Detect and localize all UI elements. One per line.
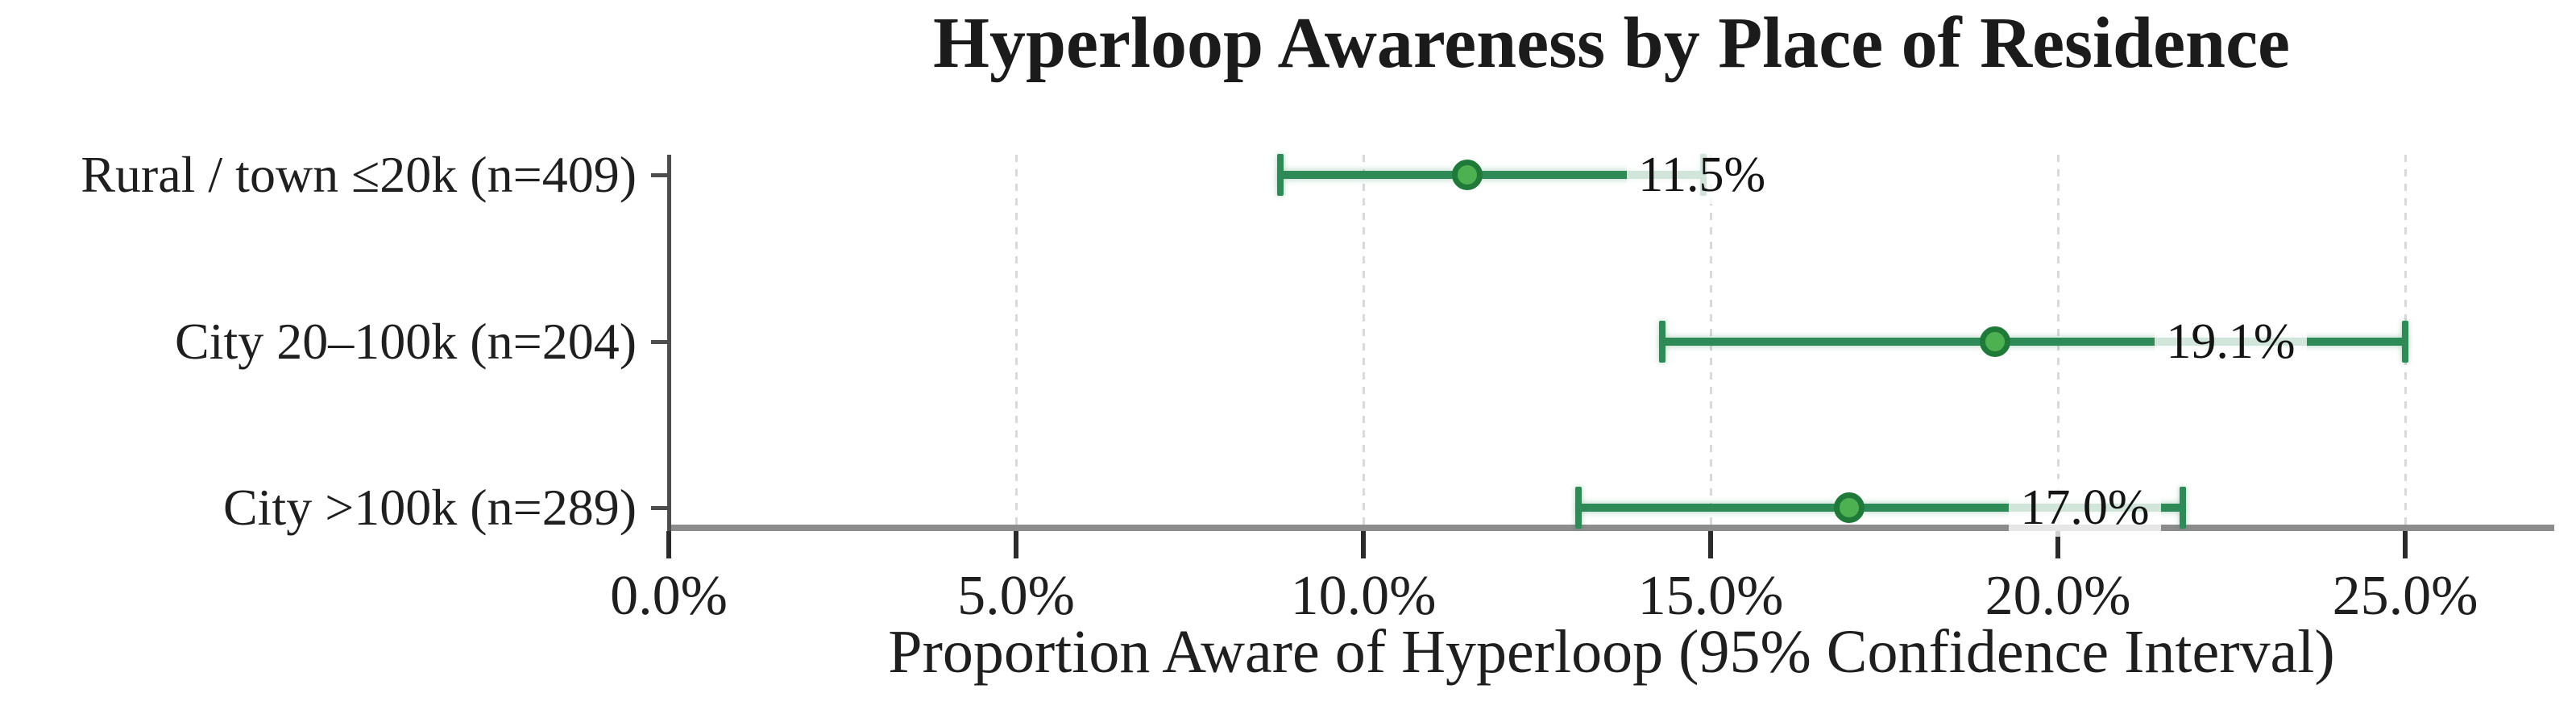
x-axis-label: Proportion Aware of Hyperloop (95% Confi… [888,618,2335,686]
x-tick-label-15pct: 15.0% [1637,565,1784,627]
x-tick-label-25pct: 25.0% [2332,565,2479,627]
value-label-row-1: 19.1% [2155,313,2307,371]
error-bar-cap-right-row-1 [2402,321,2408,363]
error-bar-cap-left-row-2 [1575,487,1583,529]
chart-title: Hyperloop Awareness by Place of Residenc… [933,3,2290,83]
error-bar-row-0 [1280,171,1704,179]
error-bar-cap-right-row-2 [2180,487,2187,529]
y-axis-label-row-2: City >100k (n=289) [222,479,637,536]
x-tick-15pct [1708,531,1713,558]
point-marker-row-1 [1980,326,2011,357]
x-tick-10pct [1361,531,1366,558]
x-tick-label-10pct: 10.0% [1290,565,1437,627]
x-tick-label-20pct: 20.0% [1985,565,2131,627]
y-axis-label-row-1: City 20–100k (n=204) [175,313,637,370]
y-tick-row-2 [651,506,669,510]
y-axis-spine [667,155,671,531]
error-bar-cap-left-row-1 [1658,321,1665,363]
error-bar-row-1 [1661,338,2405,346]
x-tick-5pct [1014,531,1018,558]
x-tick-25pct [2403,531,2408,558]
y-axis-label-row-0: Rural / town ≤20k (n=409) [81,146,637,203]
x-tick-label-0pct: 0.0% [610,565,728,627]
gridline-5pct [1015,155,1018,525]
y-tick-row-1 [651,340,669,344]
error-bar-row-2 [1578,504,2184,512]
gridline-10pct [1363,155,1365,525]
error-bar-cap-left-row-0 [1276,154,1284,196]
point-marker-row-0 [1452,160,1483,190]
point-marker-row-2 [1834,492,1865,523]
y-tick-row-0 [651,173,669,177]
x-axis-line [669,525,2554,531]
x-tick-20pct [2055,531,2060,558]
value-label-row-2: 17.0% [2009,479,2161,537]
value-label-row-0: 11.5% [1627,146,1777,204]
x-tick-label-5pct: 5.0% [957,565,1075,627]
x-tick-0pct [666,531,671,558]
